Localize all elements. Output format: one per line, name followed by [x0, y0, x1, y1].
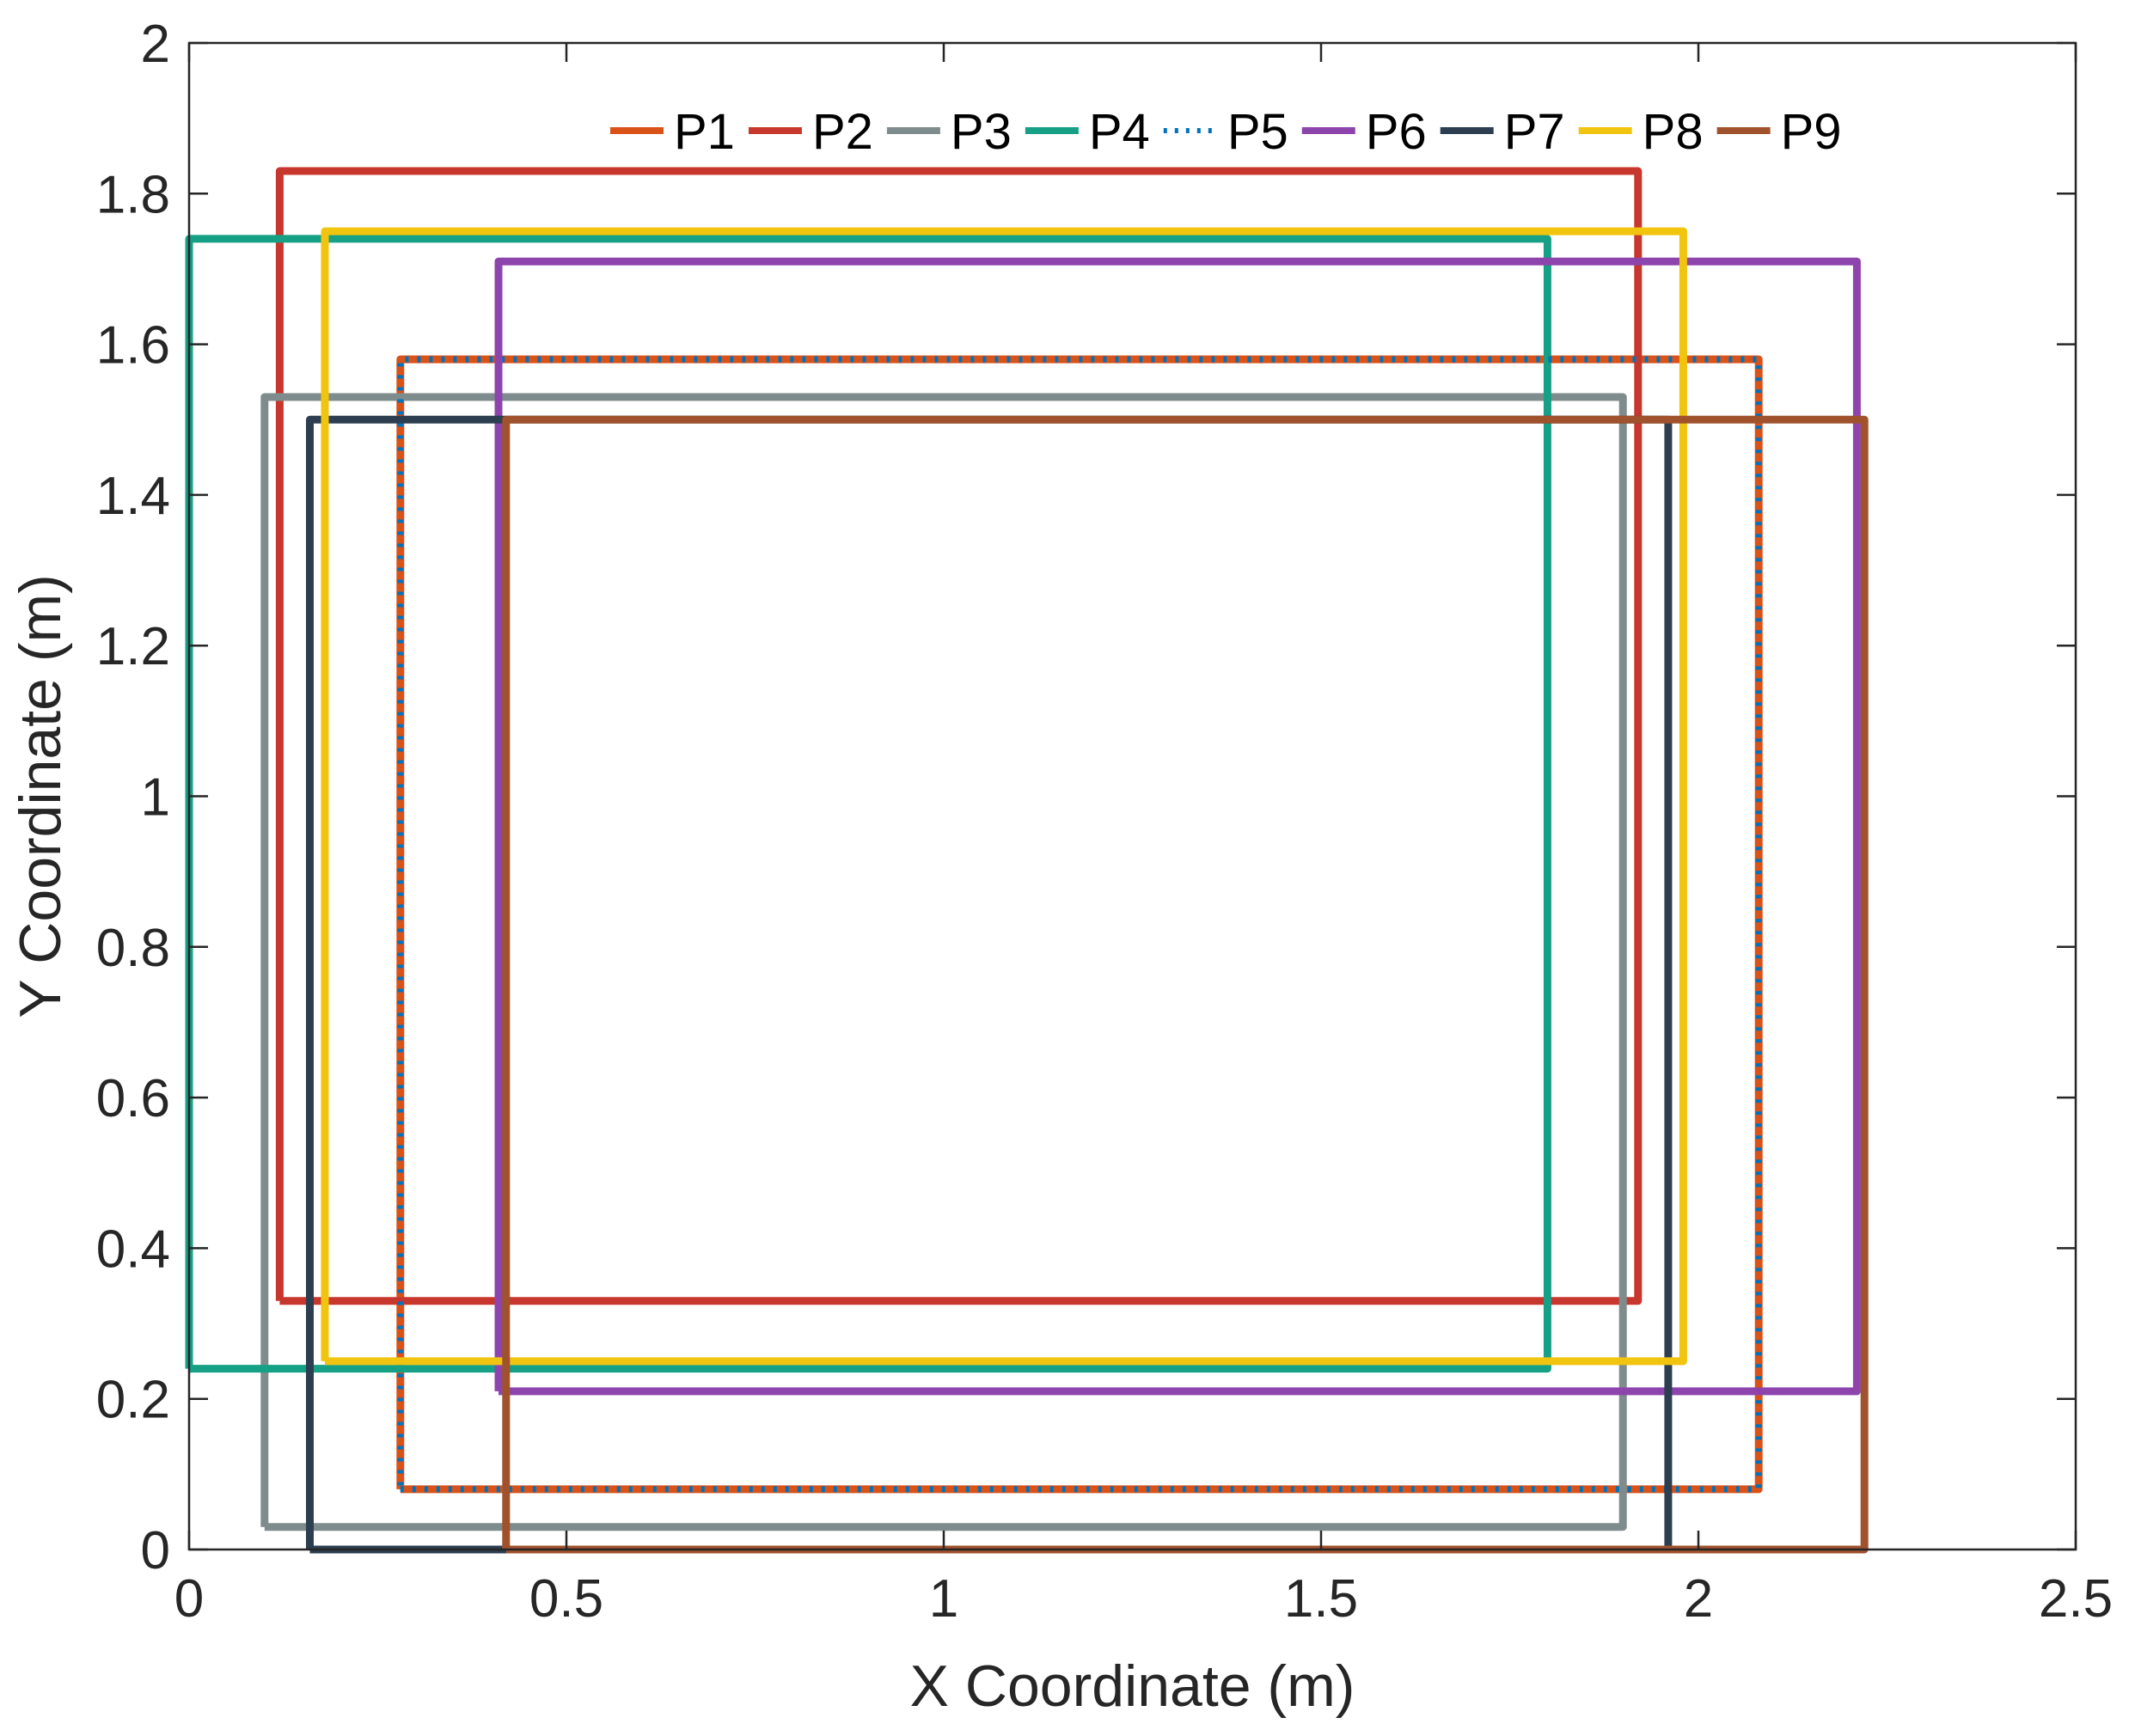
legend-label-p2: P2 — [812, 104, 873, 160]
series-line-p5 — [397, 356, 1762, 1493]
legend-label-p9: P9 — [1781, 104, 1842, 160]
series-line-p4 — [185, 235, 1551, 1373]
y-axis-label: Y Coordinate (m) — [8, 574, 73, 1018]
y-tick-label: 1 — [141, 768, 170, 828]
legend-label-p7: P7 — [1504, 104, 1565, 160]
y-tick-label: 1.8 — [96, 165, 170, 224]
legend-label-p1: P1 — [674, 104, 735, 160]
series-line-p8 — [321, 227, 1687, 1366]
x-tick-label: 1 — [929, 1569, 958, 1629]
series-layer — [185, 167, 1869, 1554]
plot-frame — [187, 41, 2077, 1551]
y-tick-label: 0 — [141, 1521, 170, 1580]
series-line-p7 — [306, 415, 1673, 1554]
x-axis-label: X Coordinate (m) — [910, 1653, 1355, 1719]
series-line-p1 — [396, 355, 1763, 1494]
legend: P1 P2 P3 P4 P5 P6 P7 P8 P9 — [610, 104, 1842, 160]
x-tick-label: 2 — [1684, 1569, 1713, 1629]
legend-label-p8: P8 — [1643, 104, 1704, 160]
y-tick-label: 0.2 — [96, 1371, 170, 1430]
series-line-p2 — [275, 167, 1643, 1305]
y-tick-label: 2 — [141, 15, 170, 74]
y-tick-label: 1.2 — [96, 617, 170, 676]
axes-layer: 0 0.5 1 1.5 2 2.5 0 0.2 0.4 0.6 0.8 1 1.2 1.4 1.6 1.8 2 — [96, 15, 2113, 1629]
y-tick-label: 0.6 — [96, 1069, 170, 1128]
legend-label-p5: P5 — [1227, 104, 1288, 160]
legend-label-p3: P3 — [951, 104, 1012, 160]
x-tick-label: 0 — [174, 1569, 204, 1629]
y-tick-label: 1.6 — [96, 316, 170, 376]
x-tick-label: 0.5 — [529, 1569, 603, 1629]
x-tick-label: 1.5 — [1284, 1569, 1358, 1629]
y-tick-label: 1.4 — [96, 467, 170, 526]
legend-label-p4: P4 — [1089, 104, 1150, 160]
y-tick-label: 0.8 — [96, 919, 170, 978]
legend-label-p6: P6 — [1366, 104, 1427, 160]
series-line-p6 — [494, 257, 1861, 1396]
x-tick-label: 2.5 — [2039, 1569, 2113, 1629]
series-line-p9 — [502, 415, 1869, 1554]
series-line-p3 — [260, 393, 1627, 1531]
y-tick-label: 0.4 — [96, 1219, 170, 1279]
